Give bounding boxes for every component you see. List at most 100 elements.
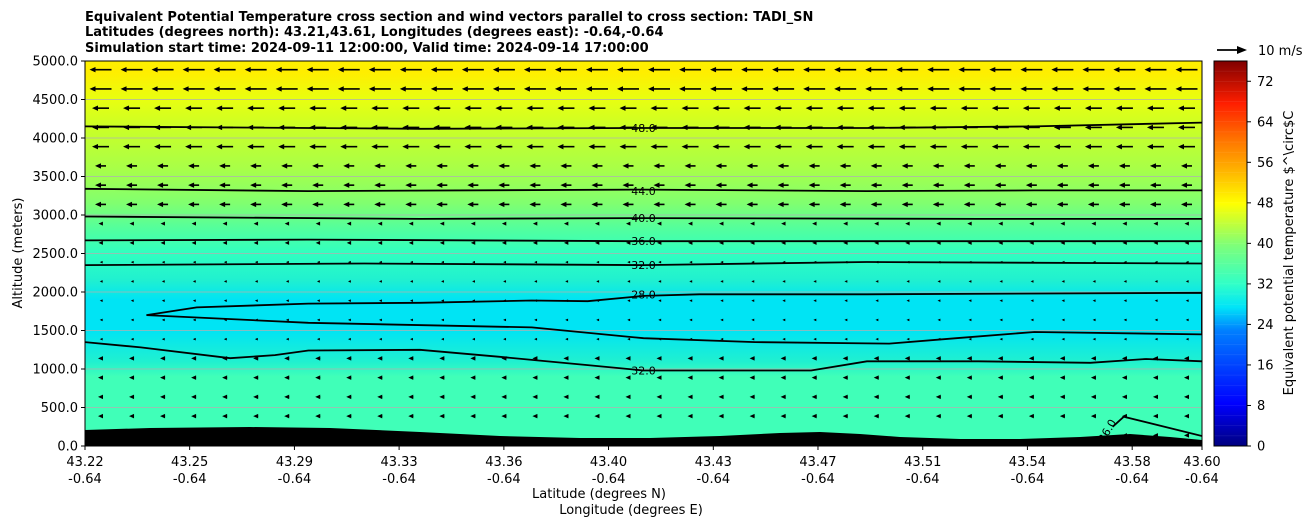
wind-vector: [222, 240, 228, 245]
x-tick-label-lon: -0.64: [1011, 472, 1045, 487]
wind-vector: [532, 394, 538, 400]
wind-vector: [565, 280, 569, 283]
wind-vector: [1087, 201, 1099, 208]
x-tick-label-lon: -0.64: [278, 472, 312, 487]
wind-vector: [312, 163, 324, 169]
wind-vector: [377, 240, 383, 245]
colorbar-ticks: 0 8 16 24 32 40 48 56 64 72: [1247, 75, 1274, 455]
wind-vector: [284, 240, 290, 245]
wind-vector: [591, 182, 603, 188]
wind-vector: [337, 86, 360, 92]
x-tick-label-lat: 43.40: [590, 455, 627, 470]
wind-vector: [253, 394, 259, 400]
wind-vector: [803, 86, 826, 92]
wind-vector: [495, 143, 513, 150]
wind-vector: [557, 143, 575, 150]
contour-line: [146, 291, 1202, 345]
wind-vector: [316, 337, 320, 341]
wind-vector: [161, 318, 165, 322]
wind-vector: [126, 201, 138, 208]
colorbar-bands: [1214, 70, 1247, 437]
wind-vector: [316, 318, 320, 322]
wind-vector: [253, 356, 259, 361]
wind-vector: [966, 356, 972, 361]
wind-vector: [1020, 66, 1043, 73]
wind-vector: [1082, 86, 1105, 92]
wind-vector: [278, 143, 296, 150]
wind-vector: [126, 182, 138, 188]
wind-vector: [501, 413, 507, 419]
contour-line: [85, 121, 1202, 130]
wind-vector: [284, 413, 290, 419]
contour-label: 32.0: [631, 365, 656, 378]
wind-vector: [627, 318, 631, 322]
wind-vector: [625, 394, 631, 400]
wind-vector: [813, 299, 817, 302]
wind-vector: [1092, 337, 1096, 341]
wind-vector: [1056, 182, 1068, 188]
colorbar-tick-label: 64: [1257, 115, 1274, 130]
wind-vector: [1028, 413, 1034, 419]
wind-vector: [1025, 201, 1037, 208]
wind-vector: [1030, 299, 1034, 302]
wind-vector: [625, 221, 631, 226]
wind-vector: [312, 201, 324, 208]
wind-vector: [347, 337, 351, 341]
wind-vector: [712, 143, 730, 150]
wind-vector: [254, 280, 258, 283]
wind-vector: [472, 318, 475, 322]
wind-vector: [1177, 143, 1195, 150]
wind-vector: [873, 413, 879, 419]
wind-vector: [679, 86, 702, 92]
wind-vector: [253, 413, 259, 419]
wind-vector: [781, 221, 786, 226]
wind-vector: [436, 163, 448, 169]
wind-vector: [585, 66, 608, 73]
wind-vector: [99, 318, 103, 322]
wind-vector: [1113, 86, 1136, 92]
wind-vector: [873, 394, 879, 400]
wind-vector: [99, 280, 103, 283]
wind-vector: [741, 66, 764, 73]
y-tick-label: 3000.0: [33, 209, 79, 224]
wind-vector: [399, 86, 422, 92]
wind-vector: [808, 182, 820, 188]
wind-vector: [710, 86, 733, 92]
wind-vector: [844, 337, 848, 341]
wind-vector: [464, 105, 482, 111]
wind-vector: [966, 413, 972, 419]
wind-vector: [782, 318, 786, 322]
wind-vector: [98, 240, 103, 245]
wind-vector: [749, 413, 755, 419]
wind-vector: [130, 337, 134, 341]
wind-vector: [160, 375, 166, 380]
wind-vector: [1177, 124, 1195, 131]
y-tick-label: 0.0: [57, 440, 78, 455]
wind-vector: [720, 280, 724, 283]
wind-vector: [935, 375, 941, 380]
wind-vector: [1149, 182, 1161, 188]
wind-vector: [625, 375, 631, 380]
wind-vector: [223, 337, 227, 341]
x-tick-label-lon: -0.64: [592, 472, 626, 487]
wind-vector: [875, 299, 879, 302]
wind-vector: [315, 221, 321, 226]
wind-vector: [315, 394, 321, 400]
wind-vector: [1118, 182, 1130, 188]
wind-vector: [470, 394, 476, 400]
wind-vector: [867, 105, 885, 111]
wind-vector: [710, 66, 733, 73]
wind-vector: [681, 143, 699, 150]
wind-vector: [98, 413, 104, 419]
wind-vector: [1053, 105, 1071, 111]
wind-vector: [805, 105, 823, 111]
wind-vector: [523, 66, 546, 73]
wind-vector: [472, 280, 475, 283]
wind-vector: [591, 201, 603, 208]
contour-line: [1111, 415, 1202, 437]
wind-vector: [782, 280, 786, 283]
wind-vector: [720, 337, 724, 341]
wind-vector: [284, 375, 290, 380]
wind-vector: [278, 105, 296, 111]
wind-vector: [720, 260, 724, 264]
